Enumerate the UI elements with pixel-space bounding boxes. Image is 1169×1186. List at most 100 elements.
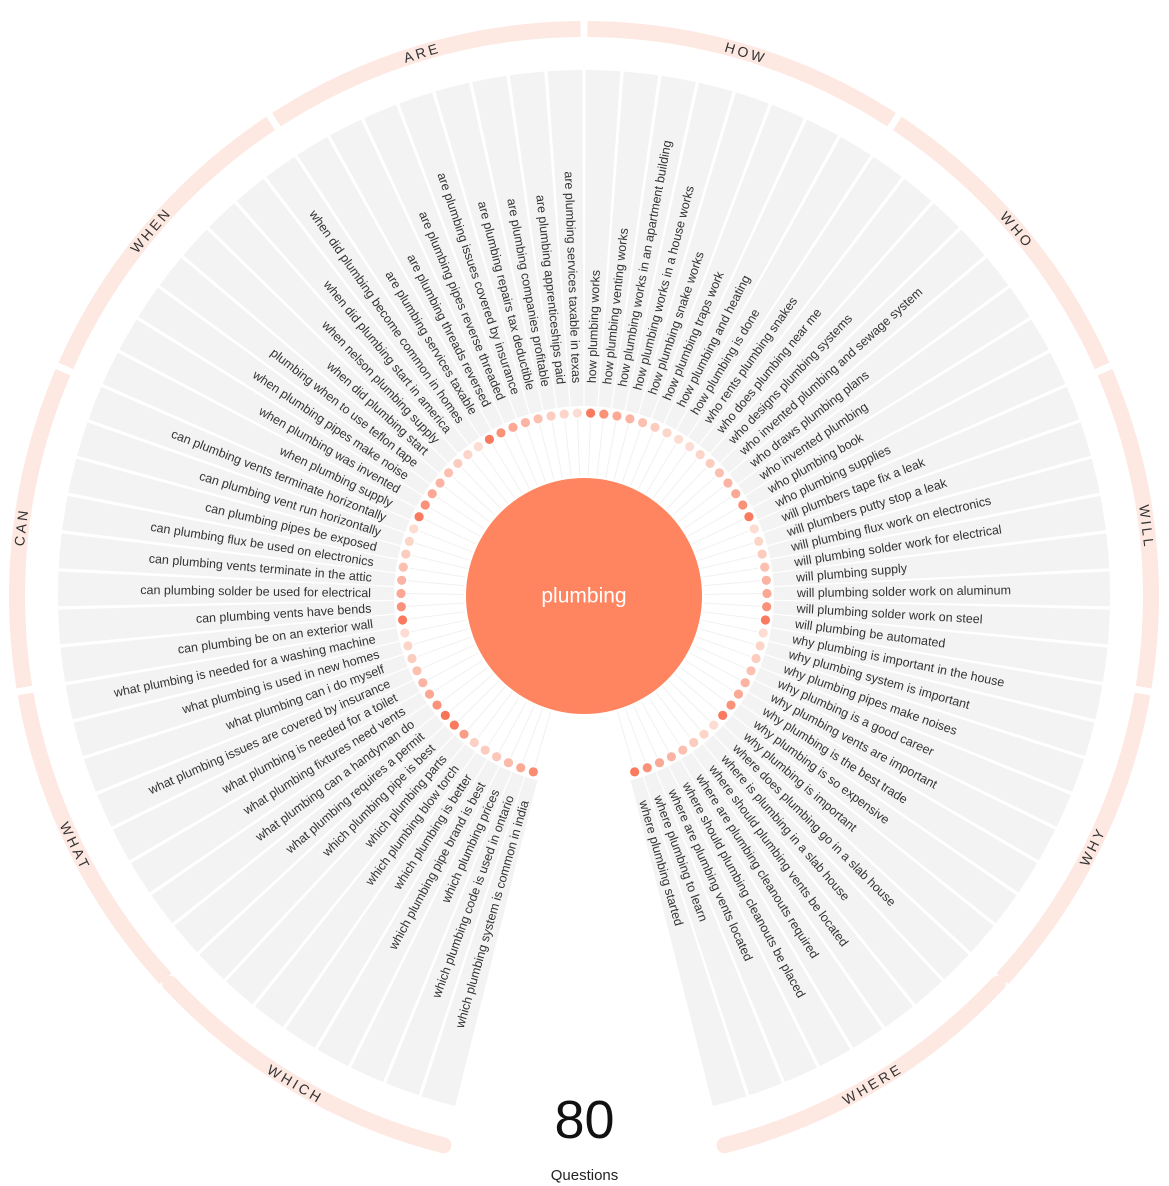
question-spoke[interactable] xyxy=(630,776,747,1106)
question-spoke[interactable] xyxy=(740,692,1038,893)
question-spoke[interactable] xyxy=(130,692,428,893)
question-spoke[interactable] xyxy=(758,386,1080,533)
volume-dot xyxy=(762,588,772,599)
question-spoke[interactable] xyxy=(723,715,994,953)
question-spoke[interactable] xyxy=(768,628,1103,720)
question-spoke[interactable] xyxy=(58,571,395,607)
question-spoke[interactable] xyxy=(729,257,1009,484)
category-ring-segment[interactable] xyxy=(58,116,276,370)
category-ring-segment[interactable] xyxy=(17,692,172,985)
question-spoke[interactable] xyxy=(699,178,932,454)
question-spoke[interactable] xyxy=(77,422,405,546)
question-spoke[interactable] xyxy=(651,104,804,424)
question-spoke[interactable] xyxy=(710,203,959,463)
question-spoke[interactable] xyxy=(764,641,1095,757)
category-ring-segment[interactable] xyxy=(996,692,1151,985)
question-spoke[interactable] xyxy=(664,119,838,430)
category-ring-segment[interactable] xyxy=(272,21,581,127)
question-spoke[interactable] xyxy=(364,104,517,424)
question-spoke[interactable] xyxy=(752,352,1066,520)
question-spoke[interactable] xyxy=(770,495,1106,573)
question-spoke[interactable] xyxy=(58,533,396,586)
question-spoke[interactable] xyxy=(266,156,480,445)
volume-dot xyxy=(463,450,473,460)
question-spoke[interactable] xyxy=(351,766,512,1083)
question-spoke[interactable] xyxy=(714,725,969,980)
question-spoke[interactable] xyxy=(773,600,1110,645)
question-spoke[interactable] xyxy=(102,352,416,520)
question-spoke[interactable] xyxy=(385,772,525,1096)
question-spoke[interactable] xyxy=(772,533,1110,586)
question-spoke[interactable] xyxy=(472,75,556,411)
question-spoke[interactable] xyxy=(681,752,883,1048)
question-spoke[interactable] xyxy=(174,715,445,953)
question-spoke[interactable] xyxy=(285,752,487,1048)
question-spoke[interactable] xyxy=(183,229,448,473)
category-ring-segment[interactable] xyxy=(1097,369,1159,689)
spoke-connector xyxy=(407,593,465,595)
question-spoke[interactable] xyxy=(584,70,621,407)
question-spoke[interactable] xyxy=(643,772,783,1096)
question-spoke[interactable] xyxy=(236,178,469,454)
question-spoke[interactable] xyxy=(763,422,1091,546)
question-spoke[interactable] xyxy=(612,75,696,411)
question-label[interactable]: can plumbing solder be used for electric… xyxy=(140,583,371,600)
question-spoke[interactable] xyxy=(65,628,400,720)
volume-dot xyxy=(418,678,428,688)
question-spoke[interactable] xyxy=(732,704,1017,924)
question-spoke[interactable] xyxy=(767,458,1100,559)
category-ring-segment[interactable] xyxy=(162,975,452,1154)
question-spoke[interactable] xyxy=(748,680,1056,861)
question-spoke[interactable] xyxy=(112,680,420,861)
question-spoke[interactable] xyxy=(399,92,530,419)
question-spoke[interactable] xyxy=(97,667,414,827)
question-spoke[interactable] xyxy=(254,744,476,1028)
question-spoke[interactable] xyxy=(330,119,504,430)
question-spoke[interactable] xyxy=(638,92,769,419)
question-spoke[interactable] xyxy=(58,600,395,645)
question-spoke[interactable] xyxy=(68,458,401,559)
question-spoke[interactable] xyxy=(435,82,543,414)
question-spoke[interactable] xyxy=(625,82,733,414)
question-spoke[interactable] xyxy=(226,735,465,1005)
category-ring-segment[interactable] xyxy=(892,116,1110,370)
question-label[interactable]: how plumbing works xyxy=(585,270,603,384)
question-spoke[interactable] xyxy=(676,136,871,437)
question-spoke[interactable] xyxy=(199,725,454,980)
question-spoke[interactable] xyxy=(62,495,398,573)
question-spoke[interactable] xyxy=(771,614,1108,683)
question-spoke[interactable] xyxy=(151,704,436,924)
question-spoke[interactable] xyxy=(688,156,902,445)
question-spoke[interactable] xyxy=(720,229,985,473)
question-spoke[interactable] xyxy=(73,641,404,757)
question-spoke[interactable] xyxy=(656,766,817,1083)
question-spoke[interactable] xyxy=(760,654,1085,792)
question-spoke[interactable] xyxy=(754,667,1071,827)
question-spoke[interactable] xyxy=(88,386,410,533)
question-spoke[interactable] xyxy=(773,571,1110,607)
category-ring-segment[interactable] xyxy=(587,21,896,127)
question-spoke[interactable] xyxy=(509,71,570,408)
question-spoke[interactable] xyxy=(703,735,942,1005)
question-spoke[interactable] xyxy=(159,257,439,484)
question-spoke[interactable] xyxy=(692,744,914,1028)
question-spoke[interactable] xyxy=(598,71,659,408)
spoke-connector xyxy=(444,486,490,523)
center-circle[interactable] xyxy=(466,478,702,714)
question-spoke[interactable] xyxy=(119,319,423,508)
question-spoke[interactable] xyxy=(297,136,492,437)
question-spoke[interactable] xyxy=(669,759,851,1067)
question-spoke[interactable] xyxy=(83,654,408,792)
question-spoke[interactable] xyxy=(737,287,1030,496)
category-label: WHEN xyxy=(127,204,175,256)
question-spoke[interactable] xyxy=(60,614,397,683)
question-label[interactable]: will plumbing solder work on aluminum xyxy=(796,583,1011,600)
question-spoke[interactable] xyxy=(547,70,584,407)
category-ring-segment[interactable] xyxy=(9,369,71,689)
question-spoke[interactable] xyxy=(138,287,431,496)
question-spoke[interactable] xyxy=(421,776,538,1106)
category-ring-segment[interactable] xyxy=(716,975,1006,1154)
question-spoke[interactable] xyxy=(209,203,458,463)
question-spoke[interactable] xyxy=(317,759,499,1067)
question-spoke[interactable] xyxy=(745,319,1049,508)
